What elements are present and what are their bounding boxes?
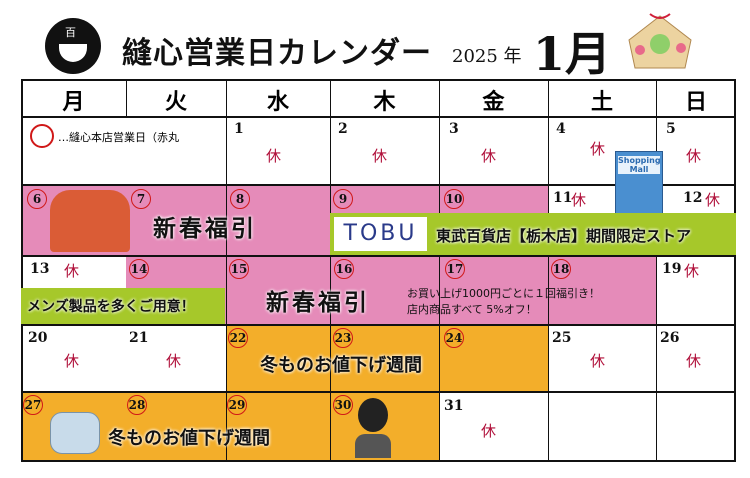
day-31: 31 [444,398,464,414]
day-20: 20 [28,330,48,346]
weekday-fri: 金 [482,90,505,115]
year-label: 2025 年 [452,46,522,67]
day-10: 10 [444,189,464,209]
day-4: 4 [556,121,566,137]
logo-text: 百 [65,26,76,39]
day-1: 1 [234,121,244,137]
weekday-sun: 日 [684,90,707,115]
shopping-mall-icon: Shopping Mall [615,151,663,215]
month-label: 1月 [533,27,612,81]
day-23: 23 [333,328,353,348]
day-5: 5 [666,121,676,137]
day-15: 15 [229,259,249,279]
fukubiki-title: 新春福引 [266,290,370,316]
closed-mark: 休 [481,147,497,165]
closed-mark: 休 [372,147,388,165]
day-25: 25 [552,330,572,346]
shopping-mall-text: Shopping Mall [618,156,661,174]
closed-mark: 休 [686,147,702,165]
closed-mark: 休 [571,191,587,209]
fukubiki-note-1: お買い上げ1000円ごとに１回福引き！ [407,287,600,300]
day-16: 16 [334,259,354,279]
winter-sale-title: 冬ものお値下げ週間 [108,428,270,449]
closed-mark: 休 [64,262,80,280]
calendar-grid [21,79,736,462]
winter-band-week4 [226,326,548,392]
weekday-wed: 水 [266,90,289,115]
mittens-icon [50,412,100,454]
day-26: 26 [660,330,680,346]
mens-banner [21,288,225,324]
page-title: 縫心営業日カレンダー [122,36,432,71]
closed-mark: 休 [64,352,80,370]
weekday-mon: 月 [62,90,85,115]
day-28: 28 [127,395,147,415]
woman-illustration-icon [355,398,391,460]
day-2: 2 [338,121,348,137]
day-12: 12 [683,190,703,206]
day-30: 30 [333,395,353,415]
day-13: 13 [30,261,50,277]
day-18: 18 [551,259,571,279]
day-21: 21 [129,330,149,346]
closed-mark: 休 [686,352,702,370]
ema-snake-icon [628,13,692,69]
closed-mark: 休 [481,422,497,440]
mens-text: メンズ製品を多くご用意！ [27,299,195,315]
closed-mark: 休 [684,262,700,280]
legend-text: …縫心本店営業日（赤丸 [58,131,179,144]
day-24: 24 [444,328,464,348]
fukubiki-note-2: 店内商品すべて 5%オフ！ [407,303,537,316]
weekday-tue: 火 [164,90,187,115]
closed-mark: 休 [705,191,721,209]
day-19: 19 [662,261,682,277]
day-8: 8 [230,189,250,209]
red-circle-legend-icon [30,124,54,148]
weekday-thu: 木 [373,90,396,115]
day-14: 14 [129,259,149,279]
closed-mark: 休 [266,147,282,165]
logo: 百 [45,18,101,74]
day-27: 27 [23,395,43,415]
weekday-sat: 土 [590,90,613,115]
day-29: 29 [227,395,247,415]
fukubiki-people-icon [50,190,130,252]
tobu-store-text: 東武百貨店【栃木店】期間限定ストア [436,227,692,245]
winter-sale-title: 冬ものお値下げ週間 [260,355,422,376]
closed-mark: 休 [590,140,606,158]
closed-mark: 休 [166,352,182,370]
day-11: 11 [553,190,573,206]
day-9: 9 [333,189,353,209]
day-17: 17 [445,259,465,279]
day-22: 22 [228,328,248,348]
day-7: 7 [131,189,151,209]
day-3: 3 [449,121,459,137]
fukubiki-title: 新春福引 [153,216,257,242]
day-6: 6 [27,189,47,209]
closed-mark: 休 [590,352,606,370]
tobu-logo: TOBU [334,217,427,251]
